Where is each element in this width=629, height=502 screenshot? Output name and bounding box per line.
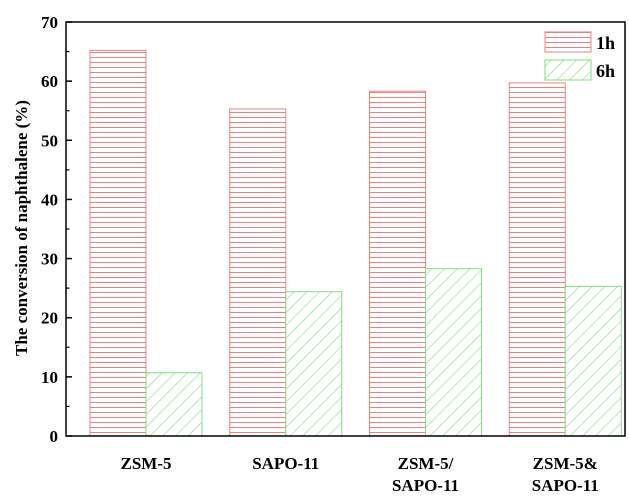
- y-tick-label: 10: [41, 368, 58, 387]
- y-axis-ticks: 0 10 20 30 40 50 60 70: [41, 13, 72, 446]
- y-tick-label: 50: [41, 131, 58, 150]
- x-axis-categories: ZSM-5 SAPO-11 ZSM-5/SAPO-11 ZSM-5&SAPO-11: [121, 454, 599, 495]
- bars: [89, 49, 622, 437]
- y-tick-label: 20: [41, 309, 58, 328]
- category-label: SAPO-11: [392, 476, 459, 495]
- y-tick-label: 0: [50, 427, 59, 446]
- category-label: SAPO-11: [532, 476, 599, 495]
- bar-1h-2: [369, 90, 426, 437]
- y-tick-label: 70: [41, 13, 58, 32]
- bar-6h-3: [564, 285, 622, 437]
- y-axis-title: The conversion of naphthalene (%): [12, 100, 31, 356]
- bar-1h-1: [229, 108, 287, 437]
- plot-frame: [65, 21, 626, 437]
- bar-1h-0: [89, 49, 147, 437]
- category-label: ZSM-5/: [398, 454, 454, 473]
- legend-swatch-1h: [544, 31, 592, 53]
- bar-1h-3: [508, 82, 566, 437]
- category-label: ZSM-5&: [533, 454, 598, 473]
- y-tick-label: 40: [41, 190, 58, 209]
- bar-6h-2: [425, 268, 482, 437]
- y-tick-label: 60: [41, 72, 58, 91]
- category-label: SAPO-11: [252, 454, 319, 473]
- legend-swatch-6h: [544, 59, 592, 81]
- legend-label: 6h: [596, 61, 615, 81]
- bar-6h-1: [285, 291, 343, 437]
- legend-label: 1h: [596, 33, 615, 53]
- category-label: ZSM-5: [121, 454, 172, 473]
- y-axis-title-group: The conversion of naphthalene (%): [12, 100, 31, 356]
- bar-6h-0: [145, 372, 203, 437]
- y-tick-label: 30: [41, 250, 58, 269]
